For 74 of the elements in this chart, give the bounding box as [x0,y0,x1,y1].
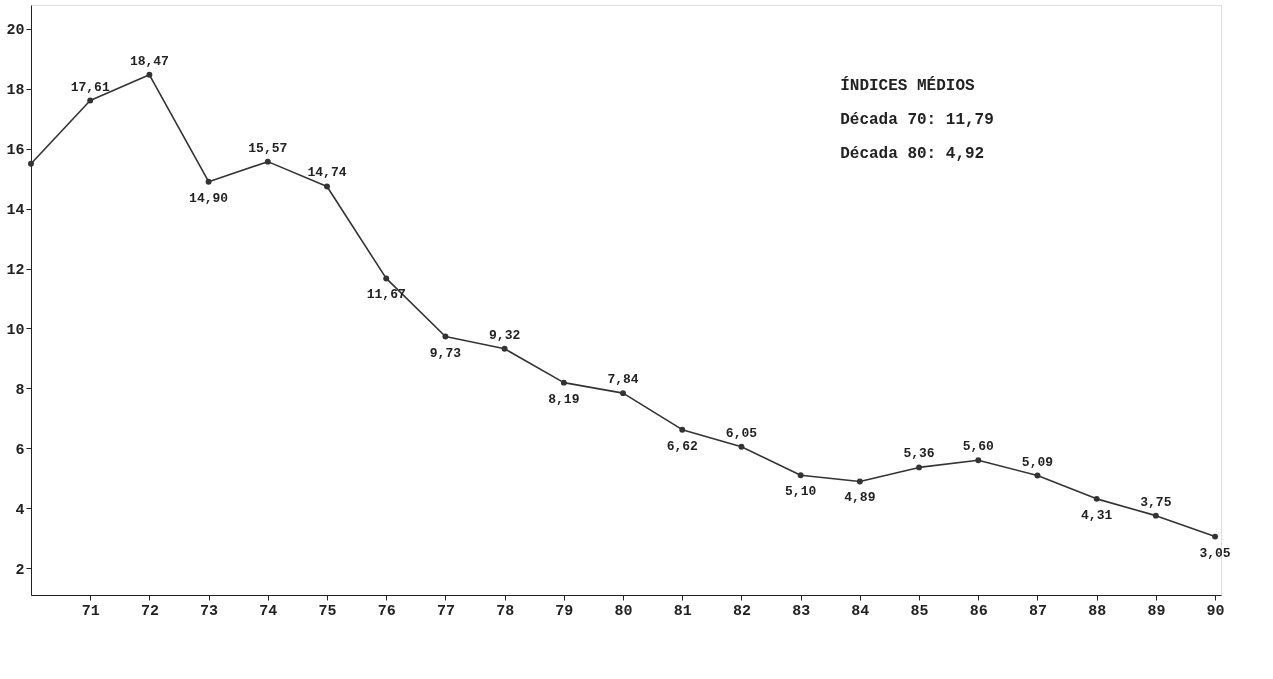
y-tick-label: 10 [6,321,25,339]
x-tick-label: 75 [318,602,337,620]
annotation: Década 80: 4,92 [840,145,985,163]
y-tick-label: 8 [15,381,25,399]
x-tick-label: 76 [377,602,396,620]
x-tick-label: 87 [1028,602,1047,620]
x-tick-label: 73 [200,602,219,620]
data-label: 4,89 [844,490,876,506]
x-tick-label: 78 [496,602,515,620]
point [856,478,863,485]
point [1093,495,1100,502]
y-tick-label: 20 [6,22,25,40]
point [1152,512,1159,519]
x-tick-label: 83 [792,602,811,620]
point [797,472,804,479]
data-label: 11,67 [366,287,406,303]
y-tick-label: 14 [6,202,25,220]
point [324,183,330,190]
x-tick-label: 90 [1206,602,1225,620]
point [87,97,94,104]
x-tick-label: 74 [259,602,278,620]
point [501,345,508,352]
data-label: 8,19 [548,391,580,407]
data-label: 14,74 [307,165,347,181]
data-label: 18,47 [129,53,169,69]
x-tick-label: 72 [140,602,159,620]
x-tick-label: 85 [910,602,929,620]
x-tick-label: 77 [436,602,455,620]
x-tick-label: 81 [673,602,692,620]
data-label: 5,60 [962,439,995,455]
point [916,464,923,471]
annotation: Década 70: 11,79 [840,111,994,129]
data-label: 6,62 [666,438,699,454]
data-label: 17,61 [70,79,110,95]
x-tick-label: 82 [732,602,751,620]
data-label: 9,73 [429,345,462,361]
y-tick-label: 16 [6,142,25,160]
y-tick-label: 18 [6,82,25,100]
x-tick-label: 71 [81,602,100,620]
point [205,178,212,185]
point [264,158,271,165]
annotation: ÍNDICES MÉDIOS [840,76,976,95]
x-tick-label: 89 [1147,602,1166,620]
data-label: 14,90 [189,190,229,206]
data-label: 3,05 [1199,545,1231,561]
data-label: 15,57 [248,140,288,156]
point [1034,472,1041,479]
point [383,275,390,282]
data-label: 5,09 [1021,454,1054,470]
x-tick-label: 86 [969,602,988,620]
x-tick-label: 79 [555,602,574,620]
data-label: 5,36 [903,446,935,462]
y-tick-label: 2 [15,561,25,579]
x-tick-label: 84 [851,602,870,620]
point [1212,533,1219,540]
x-tick-label: 80 [614,602,633,620]
y-tick-label: 4 [15,501,25,519]
point [146,71,153,78]
data-label: 4,31 [1081,507,1113,523]
point [620,390,626,397]
x-tick-label: 88 [1088,602,1107,620]
y-tick-label: 6 [15,441,25,459]
data-label: 7,84 [607,372,639,388]
data-label: 6,05 [725,425,758,441]
y-tick-label: 12 [6,262,25,280]
data-label: 9,32 [489,327,521,343]
point [679,426,686,433]
point [975,457,982,464]
data-label: 3,75 [1140,494,1172,510]
data-label: 5,10 [785,484,817,500]
point [738,443,745,450]
point [560,379,567,386]
point [28,160,34,167]
point [442,333,449,340]
